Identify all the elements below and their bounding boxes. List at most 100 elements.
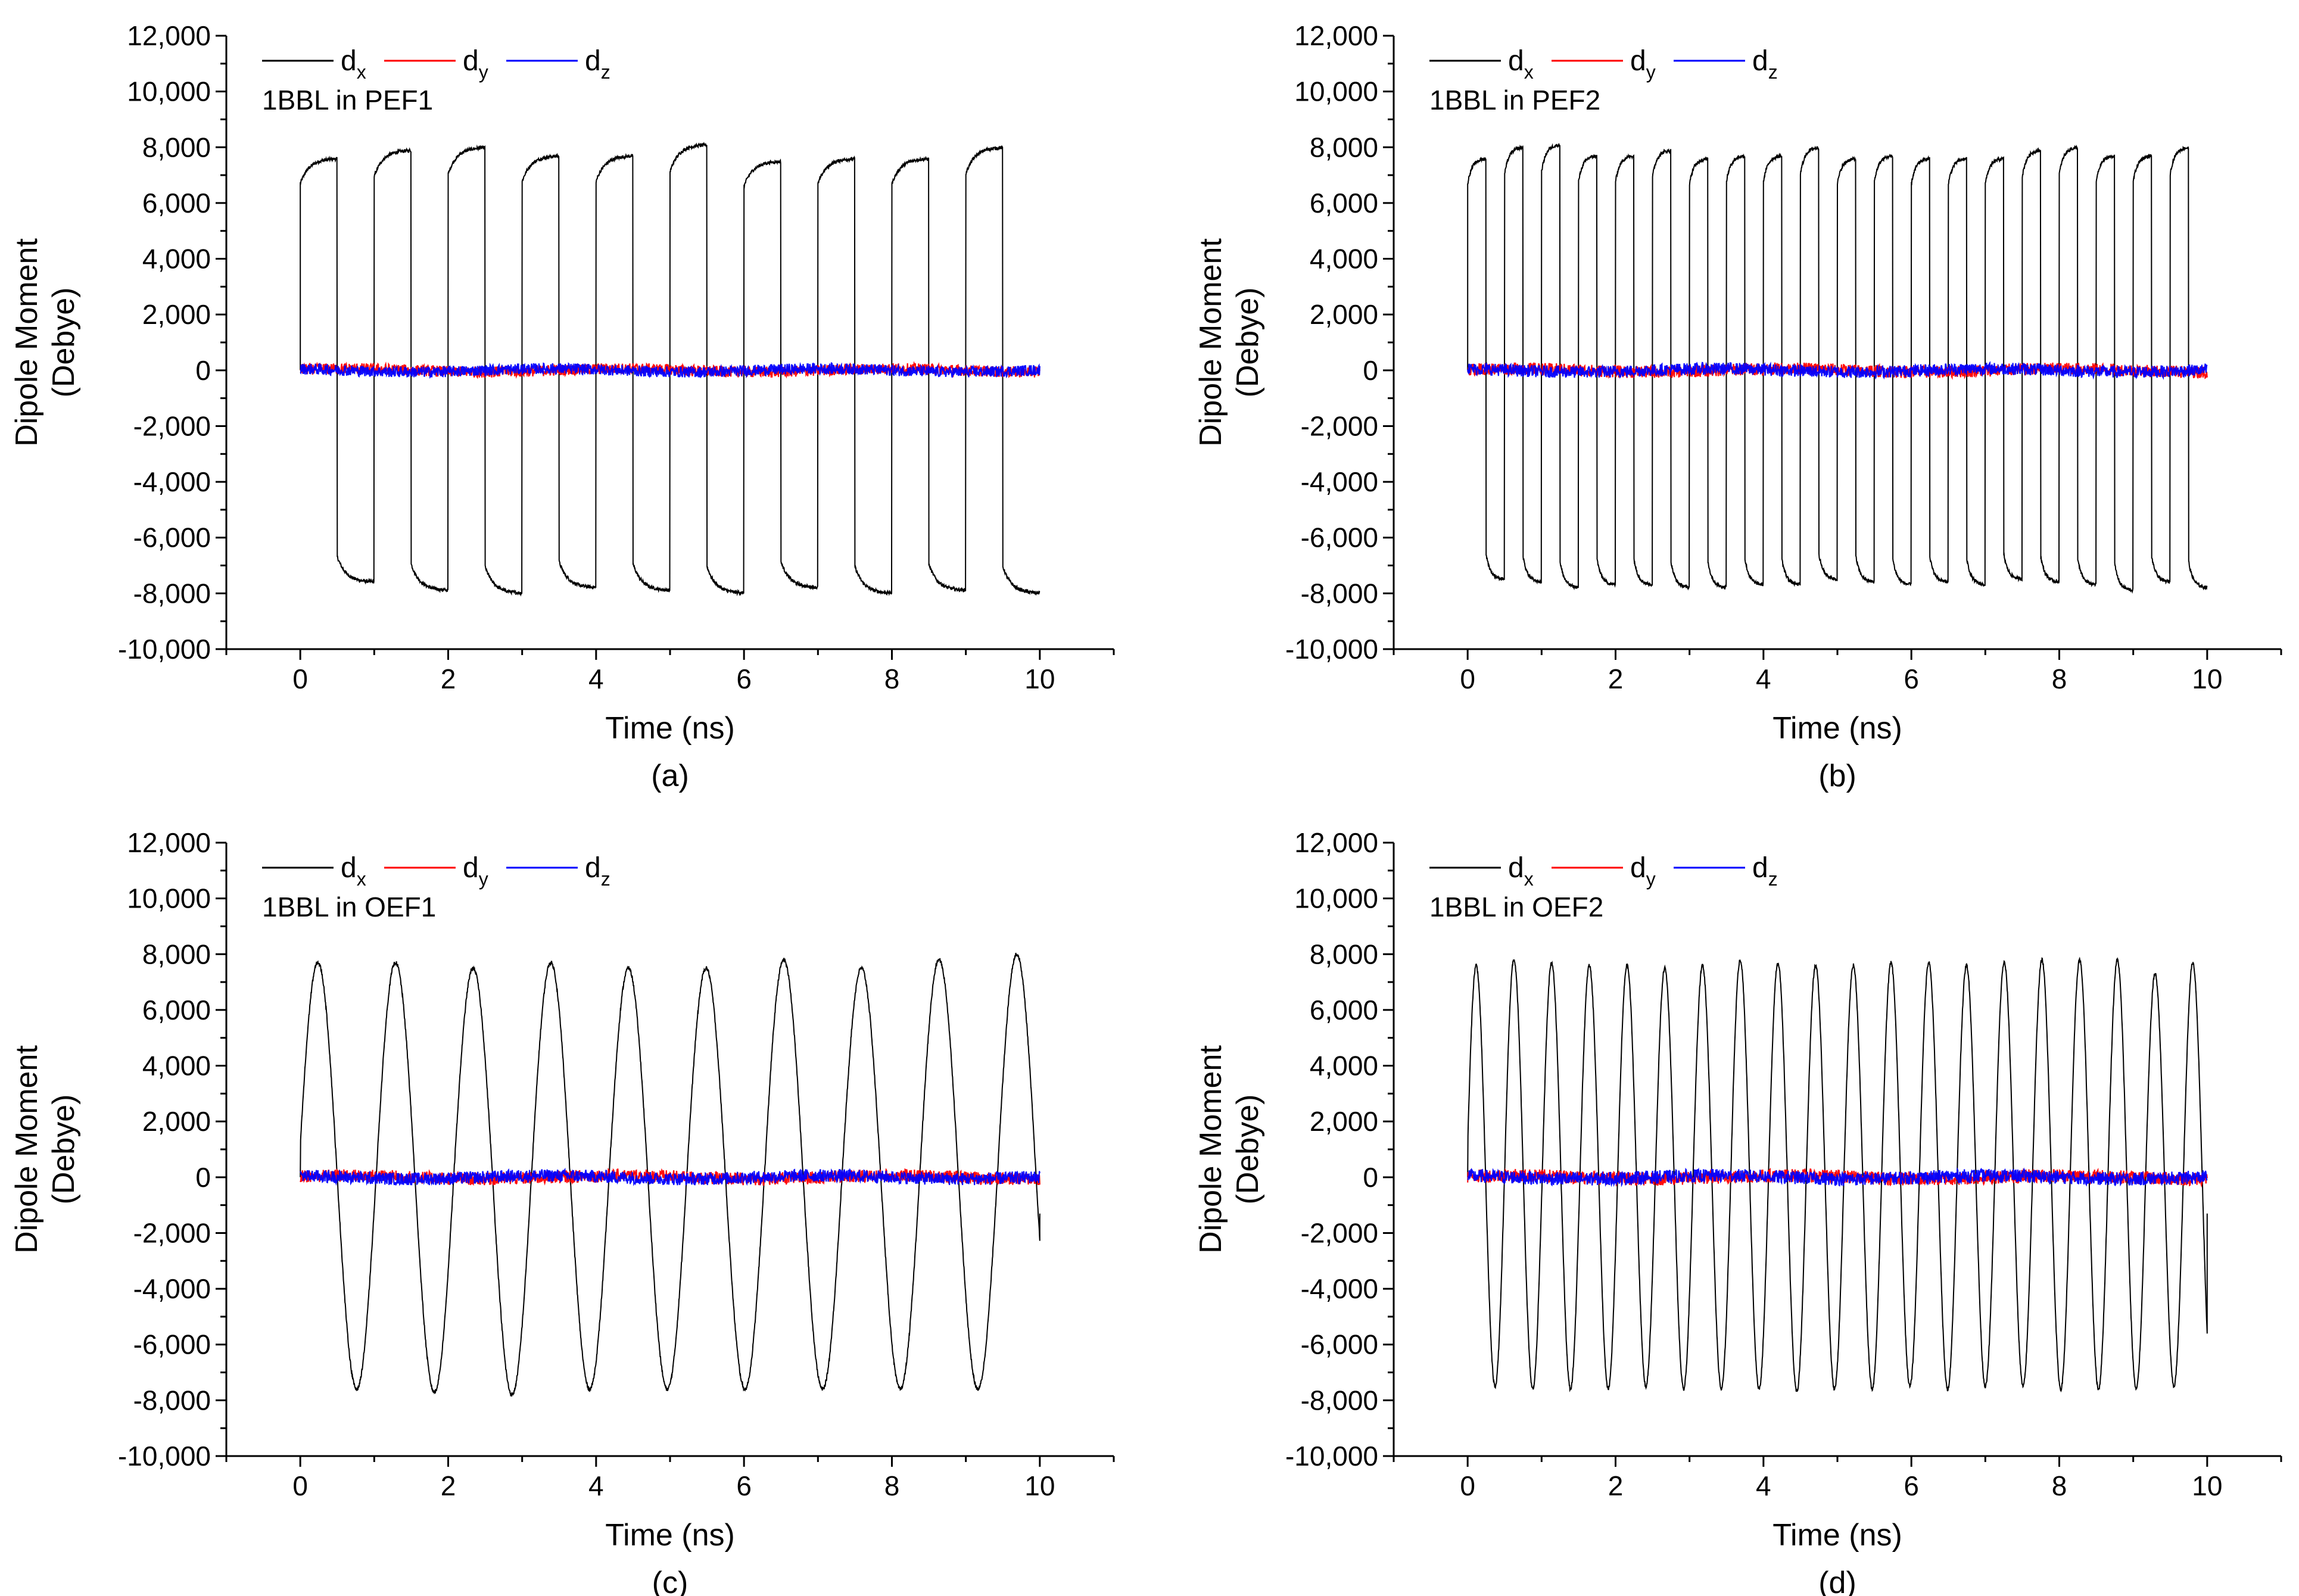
- x-tick-label: 2: [441, 663, 456, 694]
- legend-label-dy: dy: [463, 852, 488, 890]
- y-axis-title-line2: (Debye): [1231, 288, 1265, 398]
- y-tick-label: 12,000: [1294, 20, 1378, 51]
- y-tick-label: 12,000: [1294, 827, 1378, 858]
- y-axis-title-line2: (Debye): [46, 288, 81, 398]
- x-tick-label: 2: [1608, 1470, 1624, 1501]
- x-tick-label: 0: [1460, 1470, 1475, 1501]
- x-tick-label: 6: [736, 663, 752, 694]
- y-tick-label: 8,000: [142, 939, 211, 970]
- series-dx-line: [1467, 956, 2208, 1393]
- y-tick-label: -4,000: [133, 466, 211, 497]
- y-tick-label: 6,000: [142, 188, 211, 219]
- y-tick-label: 0: [1363, 1162, 1378, 1193]
- y-tick-label: -8,000: [133, 1385, 211, 1416]
- series-dz-line: [1467, 1167, 2208, 1187]
- y-tick-label: -6,000: [1301, 1329, 1378, 1360]
- y-tick-label: 4,000: [1310, 244, 1378, 275]
- y-tick-label: -2,000: [1301, 410, 1378, 441]
- x-tick-label: 10: [1024, 663, 1055, 694]
- y-tick-label: 2,000: [1310, 1106, 1378, 1137]
- y-tick-label: -4,000: [1301, 1273, 1378, 1304]
- x-axis-title: Time (ns): [1772, 711, 1902, 746]
- panel-annotation: 1BBL in OEF1: [262, 891, 436, 922]
- y-tick-label: 4,000: [142, 244, 211, 275]
- y-axis-title-line1: Dipole Moment: [1194, 238, 1228, 447]
- series-dx-line: [300, 952, 1041, 1397]
- y-tick-label: 2,000: [142, 299, 211, 330]
- x-tick-label: 8: [2052, 1470, 2067, 1501]
- x-tick-label: 4: [588, 1470, 604, 1501]
- y-tick-label: -8,000: [1301, 1385, 1378, 1416]
- legend-label-dz: dz: [1752, 45, 1778, 83]
- legend-label-dx: dx: [341, 45, 366, 83]
- series-dx-line: [1467, 143, 2208, 594]
- x-tick-label: 8: [884, 1470, 900, 1501]
- x-tick-label: 6: [1904, 1470, 1919, 1501]
- y-tick-label: -4,000: [1301, 466, 1378, 497]
- y-tick-label: -10,000: [1285, 634, 1378, 665]
- x-tick-label: 8: [884, 663, 900, 694]
- y-tick-label: 10,000: [127, 76, 211, 107]
- y-tick-label: -4,000: [133, 1273, 211, 1304]
- y-tick-label: 12,000: [127, 827, 211, 858]
- y-tick-label: 0: [195, 355, 211, 386]
- chart-panel-c: -10,000 -8,000 -6,000 -4,000 -2,000 0 2,000 4,0…: [10, 827, 1115, 1596]
- y-tick-label: 4,000: [1310, 1051, 1378, 1081]
- legend-label-dx: dx: [1508, 45, 1534, 83]
- y-tick-label: 8,000: [1310, 939, 1378, 970]
- x-tick-label: 10: [2192, 1470, 2222, 1501]
- y-tick-label: 0: [1363, 355, 1378, 386]
- y-tick-label: 12,000: [127, 20, 211, 51]
- y-tick-label: 4,000: [142, 1051, 211, 1081]
- x-tick-label: 2: [441, 1470, 456, 1501]
- legend-label-dy: dy: [1630, 852, 1656, 890]
- y-tick-label: -6,000: [133, 1329, 211, 1360]
- x-tick-label: 0: [1460, 663, 1475, 694]
- panel-caption: (c): [652, 1566, 689, 1596]
- y-tick-label: -8,000: [133, 578, 211, 609]
- x-tick-label: 0: [292, 1470, 308, 1501]
- series-dx-line: [300, 142, 1041, 597]
- legend-label-dx: dx: [341, 852, 366, 890]
- legend-label-dy: dy: [463, 45, 488, 83]
- x-axis-title: Time (ns): [605, 711, 735, 746]
- x-tick-label: 4: [1756, 1470, 1771, 1501]
- legend-label-dz: dz: [585, 852, 610, 890]
- legend-label-dz: dz: [1752, 852, 1778, 890]
- panel-caption: (b): [1818, 759, 1856, 793]
- x-tick-label: 8: [2052, 663, 2067, 694]
- x-tick-label: 4: [1756, 663, 1771, 694]
- y-tick-label: 6,000: [1310, 188, 1378, 219]
- y-tick-label: 6,000: [1310, 995, 1378, 1025]
- y-tick-label: 8,000: [142, 132, 211, 163]
- x-axis-title: Time (ns): [605, 1518, 735, 1553]
- x-tick-label: 6: [1904, 663, 1919, 694]
- x-tick-label: 2: [1608, 663, 1624, 694]
- panel-caption: (a): [651, 759, 689, 793]
- series-dz-line: [300, 361, 1041, 379]
- x-tick-label: 10: [1024, 1470, 1055, 1501]
- y-axis-title-line1: Dipole Moment: [10, 238, 44, 447]
- panel-caption: (d): [1818, 1566, 1856, 1596]
- x-axis-title: Time (ns): [1772, 1518, 1902, 1553]
- chart-panel-d: -10,000 -8,000 -6,000 -4,000 -2,000 0 2,000 4,0…: [1194, 827, 2282, 1596]
- y-tick-label: -10,000: [118, 634, 211, 665]
- y-tick-label: 10,000: [1294, 883, 1378, 914]
- legend-label-dy: dy: [1630, 45, 1656, 83]
- y-tick-label: 6,000: [142, 995, 211, 1025]
- panel-annotation: 1BBL in OEF2: [1429, 891, 1603, 922]
- y-tick-label: 10,000: [1294, 76, 1378, 107]
- y-tick-label: -2,000: [133, 1217, 211, 1248]
- legend-label-dz: dz: [585, 45, 610, 83]
- y-tick-label: 10,000: [127, 883, 211, 914]
- y-tick-label: -10,000: [1285, 1441, 1378, 1472]
- y-tick-label: -10,000: [118, 1441, 211, 1472]
- x-tick-label: 0: [292, 663, 308, 694]
- y-tick-label: 0: [195, 1162, 211, 1193]
- x-tick-label: 6: [736, 1470, 752, 1501]
- y-tick-label: 2,000: [142, 1106, 211, 1137]
- y-tick-label: -6,000: [133, 522, 211, 553]
- y-tick-label: -8,000: [1301, 578, 1378, 609]
- y-axis-title-line2: (Debye): [46, 1095, 81, 1205]
- y-tick-label: -6,000: [1301, 522, 1378, 553]
